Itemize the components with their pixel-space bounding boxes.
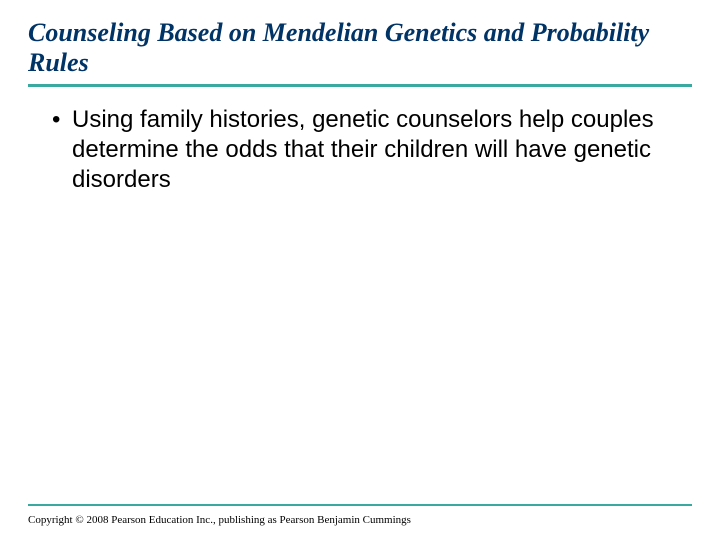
footer-rule — [28, 504, 692, 506]
title-underline — [28, 84, 692, 87]
bullet-item: Using family histories, genetic counselo… — [28, 105, 692, 195]
slide: Counseling Based on Mendelian Genetics a… — [0, 0, 720, 540]
slide-title: Counseling Based on Mendelian Genetics a… — [28, 18, 692, 78]
copyright-text: Copyright © 2008 Pearson Education Inc.,… — [28, 514, 411, 526]
bullet-list: Using family histories, genetic counselo… — [28, 105, 692, 195]
